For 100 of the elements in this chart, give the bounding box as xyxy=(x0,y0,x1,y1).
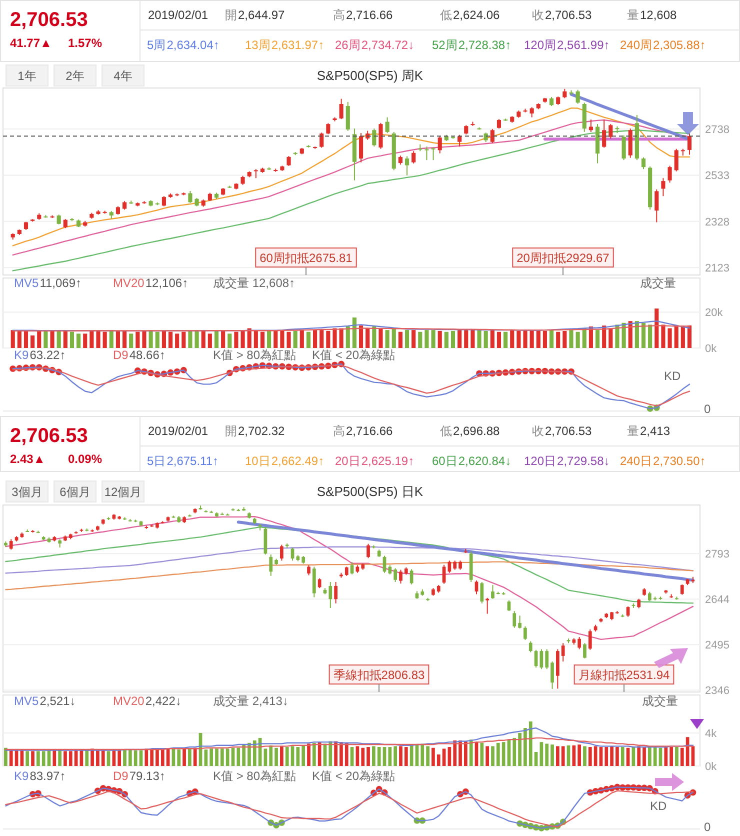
text: 5日 xyxy=(147,454,166,468)
candlestick xyxy=(254,168,258,179)
bar xyxy=(518,732,522,766)
bar xyxy=(496,332,502,348)
bar xyxy=(561,746,565,766)
candlestick xyxy=(528,640,532,653)
candlestick xyxy=(334,582,338,604)
text: 高 xyxy=(333,424,345,438)
text: 12個月 xyxy=(104,485,142,499)
bar xyxy=(254,330,258,348)
bar xyxy=(523,330,528,348)
bar xyxy=(320,330,324,348)
bar xyxy=(595,330,600,348)
text: 2,696.88 xyxy=(453,424,500,438)
text: 120周 xyxy=(524,38,556,52)
text: 5周 xyxy=(147,38,166,52)
bar xyxy=(285,747,289,766)
bar xyxy=(83,334,88,348)
bar xyxy=(264,748,268,766)
bar xyxy=(215,748,218,766)
annotation: K值 < 20為綠點 xyxy=(312,348,396,362)
candlestick xyxy=(280,544,284,562)
text: 量 xyxy=(627,8,639,22)
bar xyxy=(102,332,107,348)
chart-title: S&P500(SP5) 周K xyxy=(316,68,424,83)
bar xyxy=(188,748,192,766)
text: 2,706.53 xyxy=(545,424,592,438)
text: 2,706.53 xyxy=(10,9,88,31)
y-tick-label: 2123 xyxy=(705,262,730,275)
text: 1年 xyxy=(18,69,36,83)
bar xyxy=(578,744,581,766)
bar xyxy=(340,742,343,766)
candlestick xyxy=(668,165,672,184)
candlestick xyxy=(583,642,586,659)
series-label: D9 xyxy=(113,348,129,362)
candlestick xyxy=(358,132,364,163)
candlestick xyxy=(412,150,416,164)
text: MV20 xyxy=(113,276,145,290)
bar xyxy=(398,332,402,348)
bar xyxy=(56,330,61,348)
text: 4年 xyxy=(114,69,132,83)
bar xyxy=(594,746,598,766)
bar xyxy=(247,328,252,348)
bar xyxy=(687,325,692,348)
candlestick xyxy=(9,538,13,550)
bar xyxy=(274,330,278,348)
candlestick xyxy=(622,134,626,161)
candlestick xyxy=(438,136,442,154)
y-tick-label: 2644 xyxy=(705,594,730,606)
candlestick xyxy=(453,560,457,570)
bar xyxy=(269,745,273,766)
bar xyxy=(346,326,350,348)
y-tick-label: 4k xyxy=(705,728,718,740)
bar xyxy=(477,330,482,348)
candlestick xyxy=(687,133,692,156)
bar xyxy=(148,330,153,348)
text: 2,625.19↑ xyxy=(361,454,414,468)
bar xyxy=(26,751,30,766)
bar xyxy=(372,326,376,348)
candlestick xyxy=(378,122,383,150)
bar xyxy=(510,330,514,348)
bar xyxy=(31,751,34,766)
bar xyxy=(361,748,365,766)
text: 2,730.50↑ xyxy=(653,454,706,468)
bar xyxy=(188,330,192,348)
annotation: 12,106↑ xyxy=(145,276,188,290)
bar xyxy=(412,330,416,348)
bar xyxy=(328,741,332,766)
bar xyxy=(550,744,554,766)
bar xyxy=(358,326,364,348)
text: 52周 xyxy=(432,38,458,52)
candlestick xyxy=(63,218,68,229)
text: 收 xyxy=(532,424,544,438)
bar xyxy=(168,332,173,348)
text: 6個月 xyxy=(60,485,90,499)
bar xyxy=(128,749,132,766)
bar xyxy=(274,748,278,766)
bar xyxy=(155,332,160,348)
bar xyxy=(221,330,226,348)
candlestick xyxy=(680,584,684,596)
bar xyxy=(52,750,56,766)
bar xyxy=(458,330,462,348)
candlestick xyxy=(339,98,344,120)
y-tick-label: 2495 xyxy=(705,640,730,652)
bar xyxy=(193,748,197,766)
bar xyxy=(96,750,100,766)
bar xyxy=(344,742,348,766)
candlestick xyxy=(385,116,390,134)
bar xyxy=(242,744,246,766)
bar xyxy=(116,330,120,348)
text: 低 xyxy=(440,424,452,438)
candlestick xyxy=(162,196,166,207)
text: 開 xyxy=(225,424,237,438)
bar xyxy=(418,332,422,348)
text: 79.13↑ xyxy=(129,769,166,783)
candlestick xyxy=(540,648,544,670)
candlestick xyxy=(561,642,565,662)
bar xyxy=(388,747,392,766)
bar xyxy=(628,321,632,348)
bar xyxy=(670,747,673,766)
